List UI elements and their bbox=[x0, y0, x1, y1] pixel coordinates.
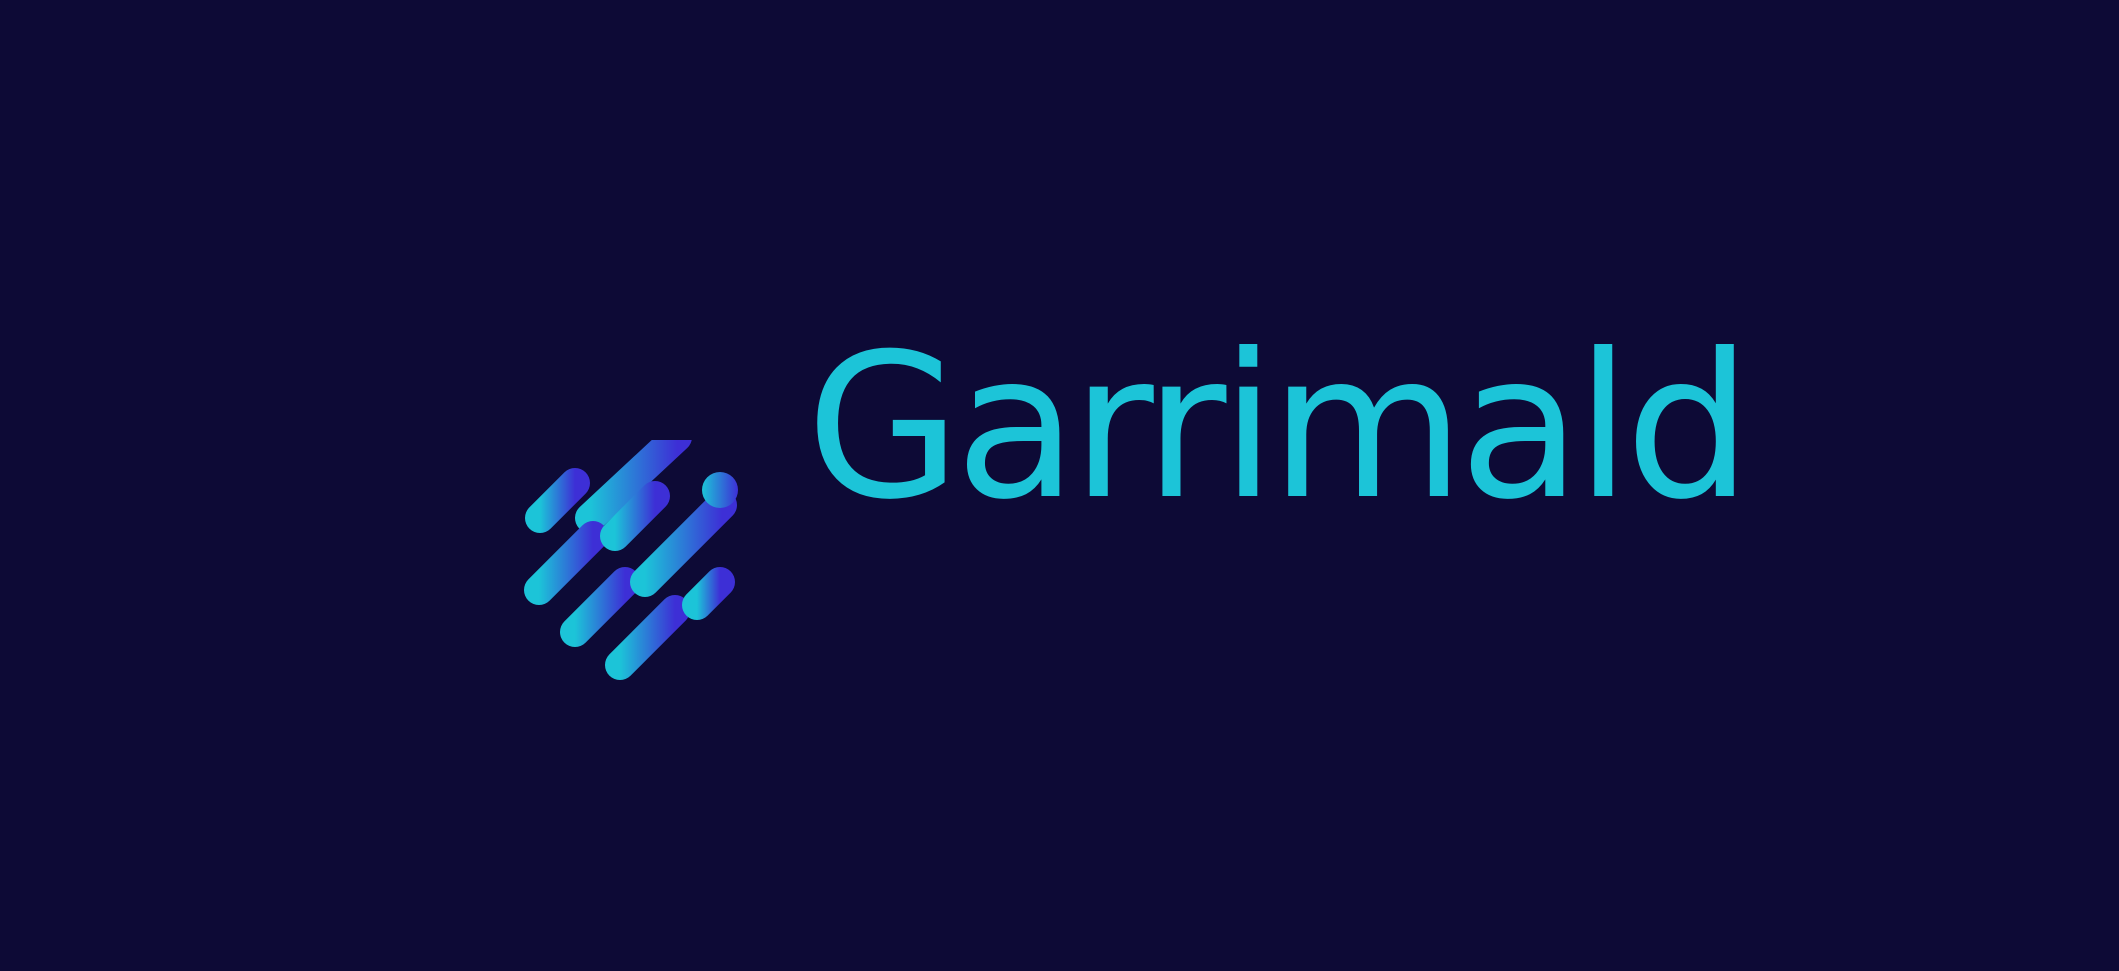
brand-wordmark: Garrimald bbox=[806, 311, 1752, 544]
diagonal-bars-logo-icon bbox=[524, 440, 738, 680]
